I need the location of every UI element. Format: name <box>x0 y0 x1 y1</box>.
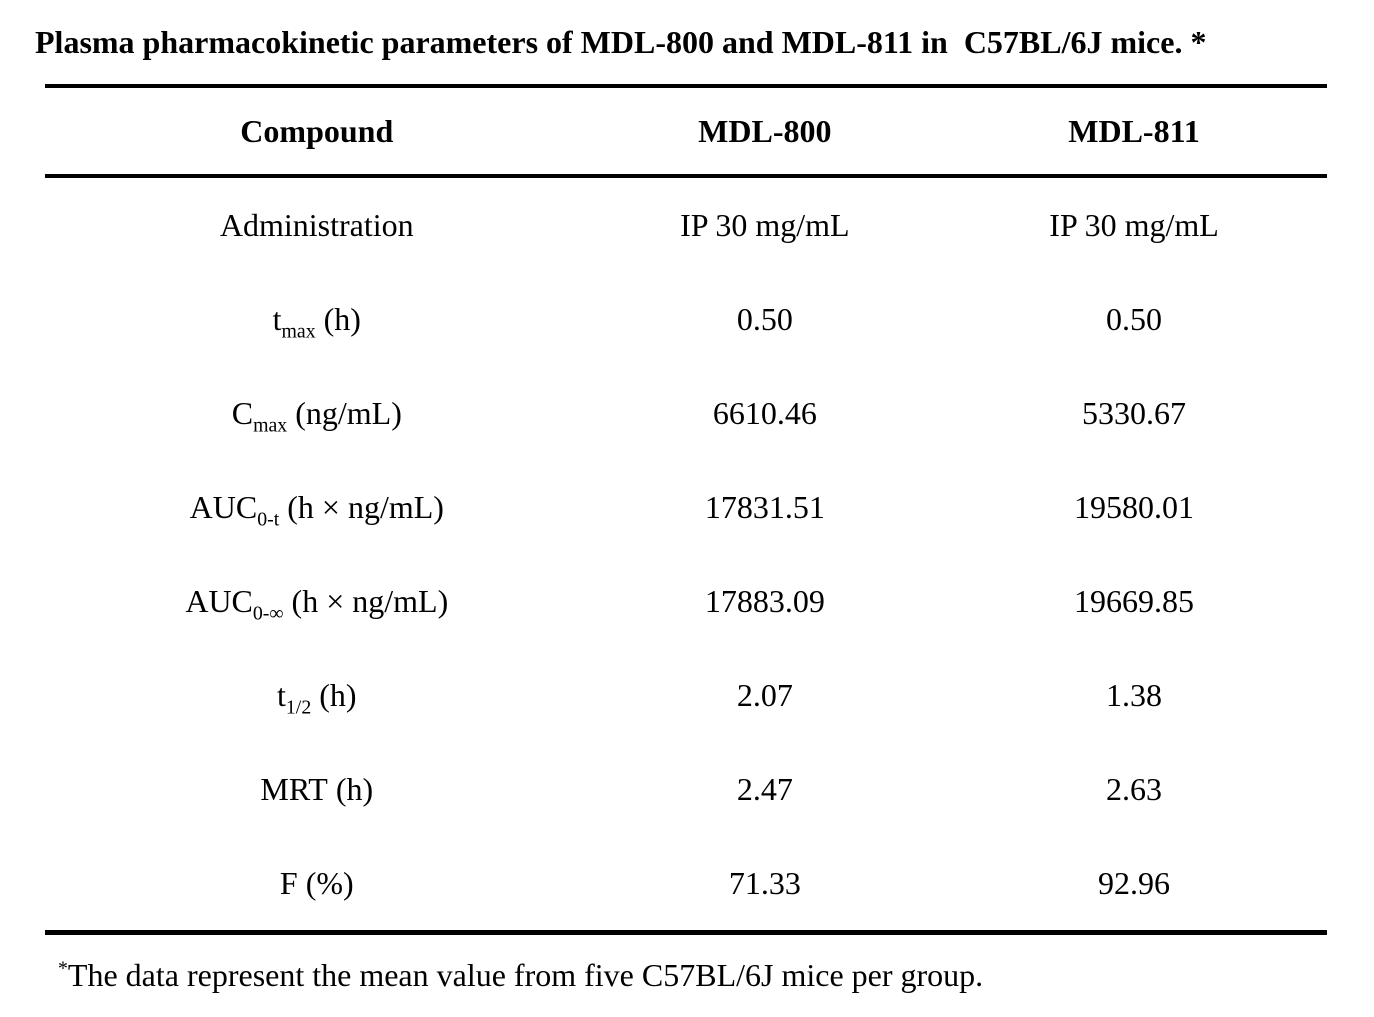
value-mdl800: 2.47 <box>736 770 793 807</box>
table-row: Cmax (ng/mL) 6610.46 5330.67 <box>45 366 1327 460</box>
table-row: MRT (h) 2.47 2.63 <box>45 742 1327 836</box>
pk-table: Compound MDL-800 MDL-811 Administration … <box>45 84 1327 935</box>
header-mdl811: MDL-811 <box>1068 112 1200 149</box>
row-label: AUC0-t (h × ng/mL) <box>189 488 444 531</box>
value-mdl811: 1.38 <box>1106 676 1163 713</box>
value-mdl800: 71.33 <box>728 864 801 901</box>
value-mdl800: 6610.46 <box>712 394 817 431</box>
footnote-asterisk: * <box>58 957 68 980</box>
row-label: F (%) <box>279 864 354 901</box>
table-body: Administration IP 30 mg/mL IP 30 mg/mL t… <box>45 178 1327 935</box>
header-mdl800: MDL-800 <box>698 112 832 149</box>
value-mdl800: 17883.09 <box>704 582 825 619</box>
footnote: *The data represent the mean value from … <box>58 955 1344 995</box>
row-label: Administration <box>219 206 414 243</box>
value-mdl811: 19669.85 <box>1074 582 1195 619</box>
table-title: Plasma pharmacokinetic parameters of MDL… <box>35 24 1207 60</box>
value-mdl811: IP 30 mg/mL <box>1049 206 1219 243</box>
value-mdl811: 0.50 <box>1106 300 1163 337</box>
value-mdl811: 19580.01 <box>1074 488 1195 525</box>
header-compound: Compound <box>240 112 394 149</box>
value-mdl800: 0.50 <box>736 300 793 337</box>
row-label: Cmax (ng/mL) <box>231 394 402 437</box>
table-row: t1/2 (h) 2.07 1.38 <box>45 648 1327 742</box>
value-mdl800: 2.07 <box>736 676 793 713</box>
table-row: Administration IP 30 mg/mL IP 30 mg/mL <box>45 178 1327 272</box>
footnote-text: The data represent the mean value from f… <box>67 957 984 993</box>
row-label: t1/2 (h) <box>277 676 357 719</box>
value-mdl811: 92.96 <box>1098 864 1171 901</box>
table-header-row: Compound MDL-800 MDL-811 <box>45 84 1327 178</box>
table-row: F (%) 71.33 92.96 <box>45 836 1327 930</box>
value-mdl800: 17831.51 <box>704 488 825 525</box>
row-label: AUC0-∞ (h × ng/mL) <box>185 582 449 625</box>
row-label: MRT (h) <box>260 770 374 807</box>
table-row: AUC0-t (h × ng/mL) 17831.51 19580.01 <box>45 460 1327 554</box>
table-row: AUC0-∞ (h × ng/mL) 17883.09 19669.85 <box>45 554 1327 648</box>
table-row: tmax (h) 0.50 0.50 <box>45 272 1327 366</box>
value-mdl811: 2.63 <box>1106 770 1163 807</box>
value-mdl800: IP 30 mg/mL <box>680 206 850 243</box>
value-mdl811: 5330.67 <box>1082 394 1187 431</box>
row-label: tmax (h) <box>272 300 361 343</box>
